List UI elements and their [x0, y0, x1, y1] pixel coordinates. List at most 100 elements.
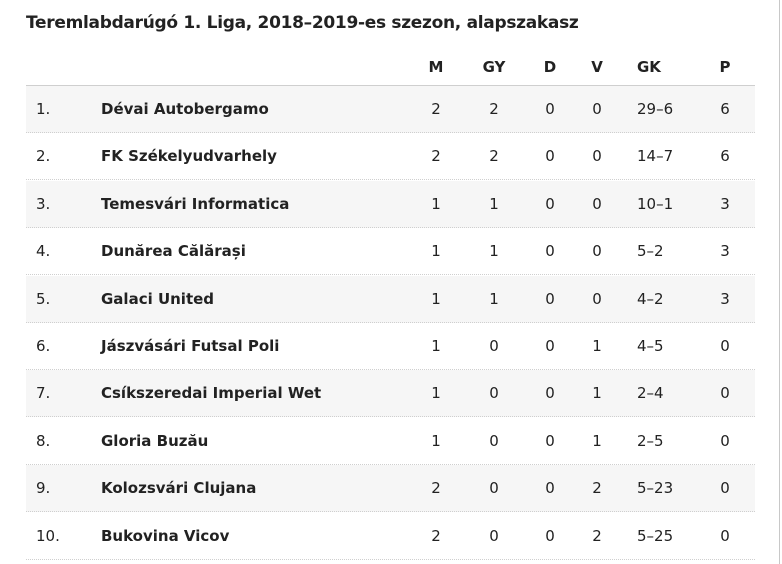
stat-cell: 2 — [489, 100, 499, 118]
stat-cell: 0 — [545, 479, 555, 498]
table-row: 3. Temesvári Informatica 1 1 0 0 10–1 3 — [26, 180, 755, 228]
stat-cell: 0 — [489, 431, 499, 450]
stat-cell: 2 — [431, 526, 441, 545]
stat-cell: 0 — [720, 479, 730, 498]
column-header: V — [591, 58, 603, 76]
team-name: Kolozsvári Clujana — [101, 479, 257, 498]
stat-cell: 1 — [489, 242, 499, 261]
rank: 4. — [36, 242, 51, 261]
stat-cell: 5–23 — [637, 479, 674, 498]
column-header: GY — [482, 58, 506, 76]
column-header: D — [543, 58, 557, 76]
stat-cell: 4–2 — [637, 289, 664, 308]
stat-cell: 0 — [545, 194, 555, 213]
table-row: 1. Dévai Autobergamo 2 2 0 0 29–6 6 — [26, 86, 755, 133]
stat-cell: 14–7 — [637, 147, 674, 166]
team-name: Galaci United — [101, 289, 215, 308]
rank: 6. — [36, 337, 51, 355]
stat-cell: 1 — [592, 384, 602, 403]
stat-cell: 3 — [720, 194, 730, 213]
stat-cell: 0 — [592, 100, 602, 118]
stat-cell: 0 — [545, 289, 555, 308]
rank: 1. — [36, 100, 51, 118]
table-row: 5. Galaci United 1 1 0 0 4–2 3 — [26, 275, 755, 323]
rank: 9. — [36, 479, 51, 498]
stat-cell: 0 — [545, 384, 555, 403]
stat-cell: 0 — [545, 242, 555, 261]
window-edge — [779, 0, 780, 564]
stat-cell: 2 — [592, 479, 602, 498]
stat-cell: 1 — [592, 431, 602, 450]
stat-cell: 0 — [720, 384, 730, 403]
team-name: Temesvári Informatica — [101, 194, 290, 213]
stat-cell: 2 — [431, 147, 441, 166]
rank: 10. — [36, 526, 60, 545]
stat-cell: 1 — [489, 289, 499, 308]
stat-cell: 0 — [545, 147, 555, 166]
team-name: FK Székelyudvarhely — [101, 147, 277, 166]
table-row: 7. Csíkszeredai Imperial Wet 1 0 0 1 2–4 0 — [26, 370, 755, 418]
stat-cell: 0 — [592, 242, 602, 261]
column-header: P — [719, 58, 731, 76]
rank: 7. — [36, 384, 51, 403]
stat-cell: 2–5 — [637, 431, 664, 450]
stat-cell: 0 — [489, 337, 499, 355]
stat-cell: 2–4 — [637, 384, 664, 403]
stat-cell: 0 — [720, 526, 730, 545]
stat-cell: 0 — [592, 289, 602, 308]
stat-cell: 1 — [431, 289, 441, 308]
stat-cell: 4–5 — [637, 337, 664, 355]
table-row: 9. Kolozsvári Clujana 2 0 0 2 5–23 0 — [26, 465, 755, 513]
stat-cell: 0 — [592, 147, 602, 166]
rank: 8. — [36, 431, 51, 450]
table-row: 10. Bukovina Vicov 2 0 0 2 5–25 0 — [26, 513, 755, 560]
column-header: M — [428, 58, 444, 76]
stat-cell: 29–6 — [637, 100, 674, 118]
stat-cell: 1 — [431, 242, 441, 261]
rank: 2. — [36, 147, 51, 166]
stat-cell: 0 — [545, 337, 555, 355]
stat-cell: 1 — [592, 337, 602, 355]
team-name: Jászvásári Futsal Poli — [101, 337, 280, 355]
stat-cell: 1 — [431, 194, 441, 213]
column-header: GK — [637, 58, 661, 76]
stat-cell: 1 — [489, 194, 499, 213]
stat-cell: 3 — [720, 289, 730, 308]
stat-cell: 0 — [592, 194, 602, 213]
stat-cell: 5–2 — [637, 242, 664, 261]
stat-cell: 2 — [592, 526, 602, 545]
stat-cell: 1 — [431, 384, 441, 403]
team-name: Dévai Autobergamo — [101, 100, 269, 118]
header-row: M GY D V GK P — [26, 50, 755, 86]
stat-cell: 6 — [720, 147, 730, 166]
stat-cell: 5–25 — [637, 526, 674, 545]
stat-cell: 1 — [431, 337, 441, 355]
stat-cell: 2 — [489, 147, 499, 166]
table-row: 2. FK Székelyudvarhely 2 2 0 0 14–7 6 — [26, 133, 755, 181]
team-name: Csíkszeredai Imperial Wet — [101, 384, 322, 403]
stat-cell: 0 — [545, 431, 555, 450]
stat-cell: 1 — [431, 431, 441, 450]
stat-cell: 10–1 — [637, 194, 674, 213]
stat-cell: 0 — [489, 384, 499, 403]
stat-cell: 0 — [545, 526, 555, 545]
stat-cell: 0 — [720, 337, 730, 355]
team-name: Bukovina Vicov — [101, 526, 230, 545]
stat-cell: 2 — [431, 479, 441, 498]
stat-cell: 3 — [720, 242, 730, 261]
stat-cell: 0 — [489, 479, 499, 498]
stat-cell: 2 — [431, 100, 441, 118]
stat-cell: 0 — [720, 431, 730, 450]
stat-cell: 0 — [489, 526, 499, 545]
table-row: 4. Dunărea Călărași 1 1 0 0 5–2 3 — [26, 228, 755, 276]
stat-cell: 6 — [720, 100, 730, 118]
team-name: Gloria Buzău — [101, 431, 209, 450]
stat-cell: 0 — [545, 100, 555, 118]
table-row: 6. Jászvásári Futsal Poli 1 0 0 1 4–5 0 — [26, 323, 755, 370]
rank: 5. — [36, 289, 51, 308]
table-title: Teremlabdarúgó 1. Liga, 2018–2019-es sze… — [26, 13, 579, 33]
team-name: Dunărea Călărași — [101, 242, 246, 261]
rank: 3. — [36, 194, 51, 213]
table-row: 8. Gloria Buzău 1 0 0 1 2–5 0 — [26, 418, 755, 465]
